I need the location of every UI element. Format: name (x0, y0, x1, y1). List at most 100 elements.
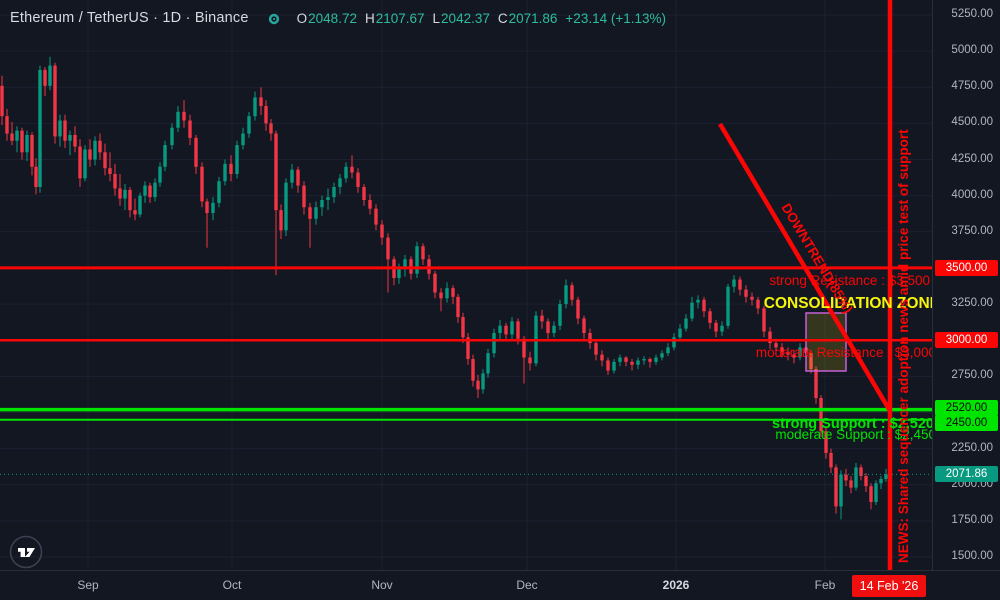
candle-body (259, 97, 263, 107)
candle-body (176, 111, 180, 128)
candle-body (274, 133, 278, 211)
candle-body (720, 325, 724, 332)
strong-resistance-label[interactable]: strong Resistance : $3,500 (769, 273, 930, 288)
candle-body (326, 197, 330, 201)
candle-body (445, 288, 449, 299)
downtrend-line[interactable] (718, 122, 892, 413)
candle-body (672, 337, 676, 348)
candle-body (253, 97, 257, 117)
news-label[interactable]: NEWS: Shared sequencer adoption news ami… (896, 129, 911, 563)
candle-body (356, 172, 360, 187)
candle-body (660, 353, 664, 358)
candle-body (648, 358, 652, 362)
candle-body (864, 476, 868, 487)
candle-body (10, 133, 14, 141)
price-axis[interactable]: 5250.00 5000.00 4750.00 4500.00 4250.00 4000.… (932, 0, 1000, 570)
candle-body (58, 120, 62, 137)
price-level-badge: 2450.00 (935, 414, 998, 431)
price-tick-label: 4750.00 (951, 80, 993, 93)
candle-body (205, 201, 209, 214)
consolidation-zone-box[interactable] (805, 312, 847, 372)
moderate-support-label[interactable]: moderate Support : $2,450 (775, 427, 932, 442)
candle-body (264, 106, 268, 124)
candle-body (34, 166, 38, 187)
candle-body (829, 452, 833, 468)
month-label: Feb (814, 578, 836, 592)
candle-body (708, 311, 712, 323)
candle-body (510, 321, 514, 335)
moderate-resistance-label[interactable]: moderate Resistance : $3,000 (756, 345, 932, 360)
candle-body (570, 285, 574, 300)
candle-body (684, 318, 688, 329)
candle-body (504, 325, 508, 335)
consolidation-zone-label[interactable]: CONSOLIDATION ZONE (764, 295, 932, 312)
candle-body (269, 123, 273, 134)
candle-body (588, 332, 592, 344)
candle-body (170, 127, 174, 146)
low-label: L (432, 10, 441, 26)
price-tick-label: 4000.00 (951, 188, 993, 201)
candle-body (612, 361, 616, 371)
candle-body (714, 322, 718, 332)
candle-body (439, 292, 443, 299)
candle-body (123, 189, 127, 199)
candle-body (15, 130, 19, 141)
chart-area[interactable]: strong Resistance : $3,500 CONSOLIDATION… (0, 0, 932, 570)
candle-body (884, 474, 888, 479)
candle-body (350, 166, 354, 173)
candle-body (296, 169, 300, 186)
candle-body (397, 269, 401, 279)
drawings-layer[interactable] (0, 0, 932, 570)
candle-body (290, 169, 294, 183)
tradingview-logo[interactable] (8, 534, 44, 570)
annotation-texts: strong Resistance : $3,500 CONSOLIDATION… (756, 129, 932, 563)
candle-body (421, 246, 425, 260)
candle-body (481, 373, 485, 390)
candle-body (564, 285, 568, 305)
candle-body (576, 299, 580, 319)
month-label: Sep (77, 578, 99, 592)
current-price-badge: 2071.86 (935, 466, 998, 483)
event-date-badge: 14 Feb '26 (852, 575, 926, 597)
candle-body (606, 360, 610, 371)
price-tick-label: 2250.00 (951, 441, 993, 454)
candle-body (38, 69, 42, 187)
candle-body (5, 116, 9, 134)
candle-body (471, 358, 475, 381)
candle-body (814, 369, 818, 399)
candle-body (809, 353, 813, 370)
candle-body (461, 317, 465, 338)
candle-body (451, 288, 455, 297)
candle-body (223, 163, 227, 182)
price-tick-label: 2750.00 (951, 369, 993, 382)
candle-body (20, 130, 24, 153)
candle-body (476, 380, 480, 390)
close-label: C (497, 10, 508, 26)
candle-body (798, 347, 802, 358)
candle-body (43, 69, 47, 86)
candle-body (642, 358, 646, 361)
candle-body (492, 332, 496, 354)
candle-body (582, 318, 586, 333)
price-tick-label: 1500.00 (951, 550, 993, 562)
live-indicator-icon[interactable] (268, 12, 280, 25)
time-axis[interactable]: 14 Feb '26 Sep Oct Nov Dec 2026 Feb (0, 570, 1000, 600)
price-tick-label: 4250.00 (951, 152, 993, 165)
candle-body (849, 480, 853, 488)
price-tick-label: 3250.00 (951, 297, 993, 310)
month-label: 2026 (662, 578, 690, 592)
strong-support-label[interactable]: strong Support : $2,520 (772, 416, 932, 432)
candle-body (466, 337, 470, 359)
candle-body (103, 152, 107, 169)
candle-body (338, 178, 342, 187)
candle-body (415, 246, 419, 274)
close-value: 2071.86 (508, 10, 558, 26)
price-tick-label: 5000.00 (951, 44, 993, 57)
candle-body (332, 186, 336, 198)
symbol-title[interactable]: Ethereum / TetherUS · 1D · Binance (10, 10, 249, 26)
candle-body (0, 85, 4, 117)
candle-body (78, 146, 82, 179)
candle-body (433, 273, 437, 293)
candle-body (380, 224, 384, 238)
